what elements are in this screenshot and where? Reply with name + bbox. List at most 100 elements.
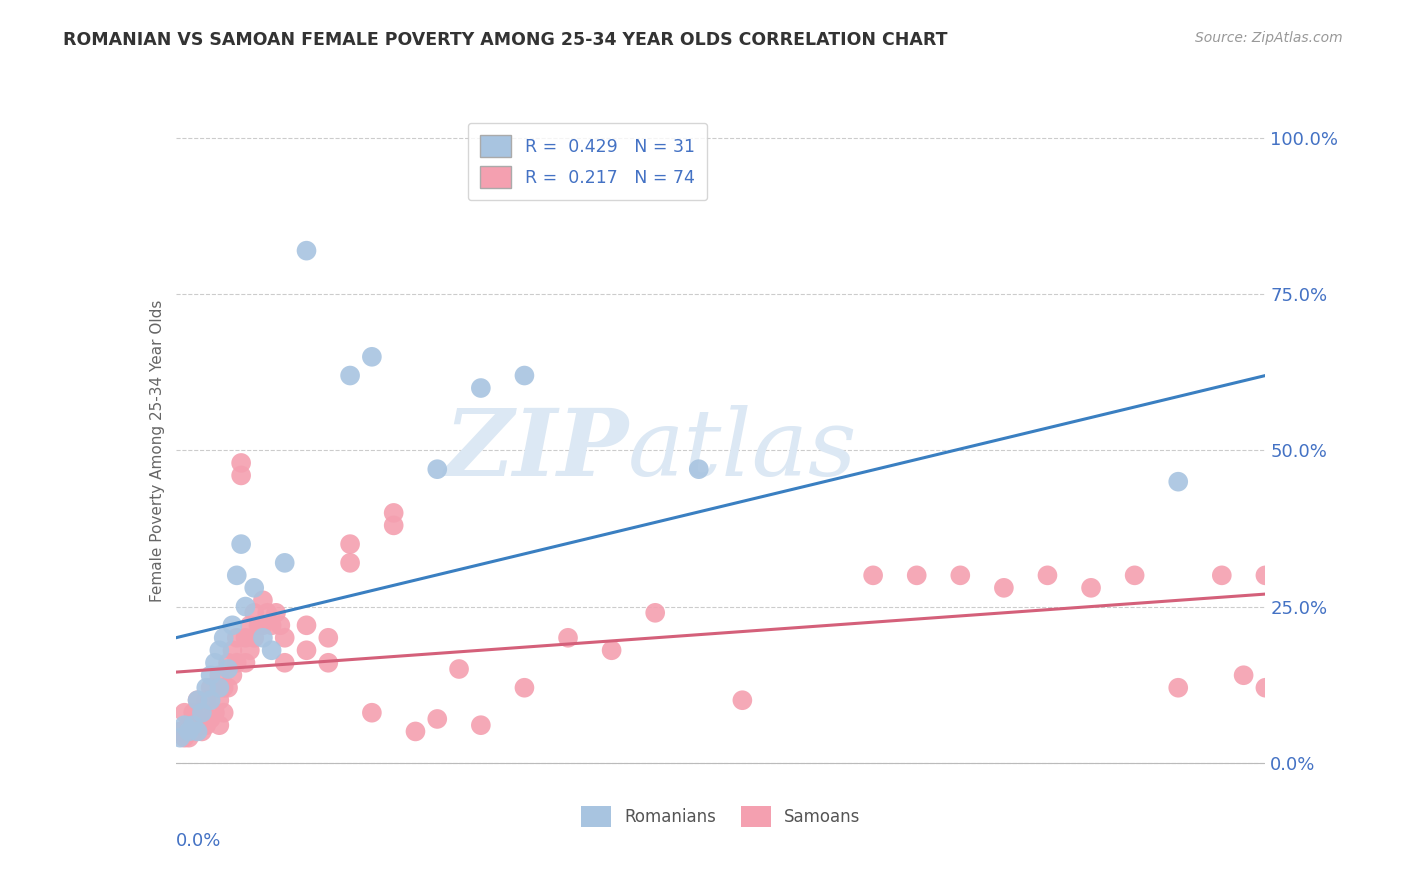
Point	[274, 556, 297, 570]
Point	[644, 606, 666, 620]
Point	[239, 643, 262, 657]
Point	[195, 718, 218, 732]
Point	[949, 568, 972, 582]
Point	[221, 668, 243, 682]
Point	[200, 712, 222, 726]
Point	[221, 643, 243, 657]
Point	[360, 706, 382, 720]
Point	[200, 693, 222, 707]
Point	[295, 618, 318, 632]
Point	[212, 631, 235, 645]
Point	[186, 693, 209, 707]
Point	[1036, 568, 1059, 582]
Point	[1232, 668, 1256, 682]
Text: ROMANIAN VS SAMOAN FEMALE POVERTY AMONG 25-34 YEAR OLDS CORRELATION CHART: ROMANIAN VS SAMOAN FEMALE POVERTY AMONG …	[63, 31, 948, 49]
Point	[557, 631, 579, 645]
Point	[1254, 681, 1277, 695]
Point	[169, 731, 191, 745]
Point	[1211, 568, 1233, 582]
Point	[447, 662, 470, 676]
Point	[217, 662, 239, 676]
Point	[731, 693, 754, 707]
Point	[243, 631, 266, 645]
Point	[600, 643, 623, 657]
Point	[339, 368, 361, 383]
Point	[360, 350, 382, 364]
Point	[426, 462, 449, 476]
Point	[260, 618, 283, 632]
Point	[470, 718, 492, 732]
Point	[208, 693, 231, 707]
Point	[204, 706, 226, 720]
Point	[339, 556, 361, 570]
Text: atlas: atlas	[628, 406, 858, 495]
Point	[243, 581, 266, 595]
Point	[221, 618, 243, 632]
Point	[256, 606, 278, 620]
Point	[295, 244, 318, 258]
Point	[274, 631, 297, 645]
Point	[231, 468, 253, 483]
Text: Source: ZipAtlas.com: Source: ZipAtlas.com	[1195, 31, 1343, 45]
Point	[200, 668, 222, 682]
Point	[204, 656, 226, 670]
Point	[208, 681, 231, 695]
Point	[470, 381, 492, 395]
Point	[225, 568, 247, 582]
Point	[264, 606, 287, 620]
Point	[231, 456, 253, 470]
Point	[426, 712, 449, 726]
Point	[181, 718, 204, 732]
Point	[195, 681, 218, 695]
Point	[191, 724, 214, 739]
Point	[382, 518, 405, 533]
Point	[243, 606, 266, 620]
Point	[260, 643, 283, 657]
Point	[1254, 568, 1277, 582]
Point	[252, 618, 274, 632]
Text: 0.0%: 0.0%	[176, 831, 221, 850]
Point	[212, 706, 235, 720]
Point	[173, 731, 195, 745]
Point	[169, 724, 191, 739]
Point	[235, 631, 257, 645]
Point	[225, 631, 247, 645]
Y-axis label: Female Poverty Among 25-34 Year Olds: Female Poverty Among 25-34 Year Olds	[149, 300, 165, 601]
Point	[225, 656, 247, 670]
Point	[208, 668, 231, 682]
Point	[862, 568, 884, 582]
Point	[177, 724, 200, 739]
Point	[339, 537, 361, 551]
Text: ZIP: ZIP	[444, 406, 628, 495]
Point	[217, 656, 239, 670]
Point	[382, 506, 405, 520]
Legend: Romanians, Samoans: Romanians, Samoans	[574, 799, 868, 834]
Point	[252, 593, 274, 607]
Point	[513, 681, 536, 695]
Point	[231, 537, 253, 551]
Point	[173, 718, 195, 732]
Point	[208, 643, 231, 657]
Point	[318, 656, 340, 670]
Point	[186, 718, 209, 732]
Point	[993, 581, 1015, 595]
Point	[208, 718, 231, 732]
Point	[1167, 681, 1189, 695]
Point	[274, 656, 297, 670]
Point	[318, 631, 340, 645]
Point	[191, 706, 214, 720]
Point	[200, 681, 222, 695]
Point	[195, 693, 218, 707]
Point	[186, 724, 209, 739]
Point	[181, 724, 204, 739]
Point	[247, 618, 270, 632]
Point	[405, 724, 427, 739]
Point	[688, 462, 710, 476]
Point	[295, 643, 318, 657]
Point	[217, 681, 239, 695]
Point	[181, 706, 204, 720]
Point	[239, 618, 262, 632]
Point	[1123, 568, 1146, 582]
Point	[1080, 581, 1102, 595]
Point	[252, 631, 274, 645]
